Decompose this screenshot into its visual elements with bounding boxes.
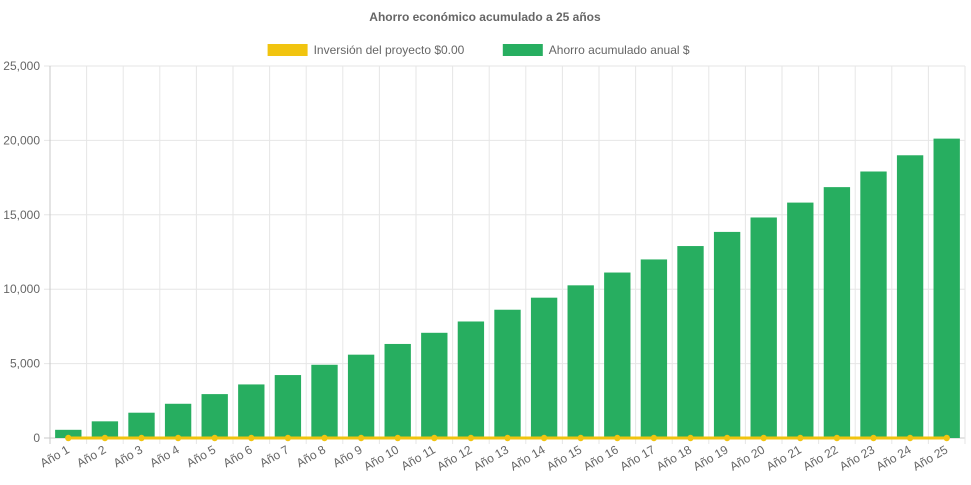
grid-lines [44,65,966,444]
x-tick-label: Año 7 [257,442,291,470]
chart-title: Ahorro económico acumulado a 25 años [369,10,601,24]
x-axis-ticks: Año 1 Año 2 Año 3 Año 4 Año 5 Año 6 Año 7 Año 8… [38,442,951,473]
bar [274,375,302,438]
y-tick-label: 5,000 [10,357,40,371]
x-tick-label: Año 5 [184,442,218,470]
bar [823,187,851,438]
x-tick-label: Año 15 [544,442,584,473]
line-point [284,434,292,442]
line-point [467,434,475,442]
x-tick-label: Año 21 [764,442,804,473]
x-tick-label: Año 22 [800,442,840,473]
x-tick-label: Año 20 [727,442,767,473]
x-tick-label: Año 25 [910,442,950,473]
bar [421,332,448,438]
bar [896,155,924,438]
bar [677,246,704,438]
y-tick-label: 0 [33,431,40,445]
line-point [138,434,145,442]
x-tick-label: Año 9 [330,442,364,470]
line-point [687,434,694,442]
bar [347,354,375,438]
line-point [321,434,328,442]
bar [494,309,521,438]
bar [713,231,741,438]
bar [457,321,485,438]
y-tick-label: 10,000 [3,282,40,296]
bar [128,412,155,438]
bar-series [55,138,960,439]
bar [384,343,411,438]
x-tick-label: Año 8 [294,442,328,470]
y-axis-ticks: 0 5,000 10,000 15,000 20,000 25,000 [3,59,40,445]
bar [530,297,558,438]
legend-label: Ahorro acumulado anual $ [549,43,690,57]
line-point [577,434,584,442]
bar [311,364,338,438]
x-tick-label: Año 13 [471,442,511,473]
y-tick-label: 20,000 [3,133,40,147]
line-point [357,434,365,442]
x-tick-label: Año 3 [111,442,145,470]
x-tick-label: Año 23 [837,442,877,473]
x-tick-label: Año 14 [508,442,548,473]
x-tick-label: Año 17 [617,442,657,473]
line-point [174,434,182,442]
x-tick-label: Año 10 [361,442,401,473]
x-tick-label: Año 19 [691,442,731,473]
x-tick-label: Año 11 [399,442,438,473]
bar [604,272,631,438]
line-point [394,434,401,442]
bar [640,259,668,438]
line-point [614,434,621,442]
bar [201,394,228,438]
bar [933,138,960,439]
line-point [906,434,914,442]
line-point [504,434,511,442]
bar [238,384,265,438]
y-tick-label: 25,000 [3,59,40,73]
bar [750,217,777,438]
x-tick-label: Año 12 [434,442,474,473]
x-tick-label: Año 1 [38,442,72,470]
legend-label: Inversión del proyecto $0.00 [314,43,465,57]
line-point [650,434,658,442]
bar [164,403,192,438]
bar [55,429,82,438]
line-point [211,434,218,442]
line-point [833,434,841,442]
x-tick-label: Año 24 [874,442,914,473]
bar [567,285,594,438]
line-point [797,434,804,442]
x-tick-label: Año 6 [221,442,255,470]
line-point [943,434,950,442]
x-tick-label: Año 2 [74,442,108,470]
legend-swatch [267,44,308,56]
legend-swatch [502,44,543,56]
line-series [65,434,950,442]
line-point [760,434,767,442]
line-point [431,434,438,442]
bar [91,421,119,438]
bar [860,171,887,438]
bar [787,202,814,438]
y-tick-label: 15,000 [3,208,40,222]
x-tick-label: Año 16 [581,442,621,473]
line-point [65,434,72,442]
line-point [248,434,255,442]
x-tick-label: Año 4 [147,442,181,470]
legend: Inversión del proyecto $0.00 Ahorro acumu… [267,43,690,57]
x-tick-label: Año 18 [654,442,694,473]
line-point [870,434,877,442]
line-point [723,434,731,442]
line-point [101,434,109,442]
line-point [540,434,548,442]
